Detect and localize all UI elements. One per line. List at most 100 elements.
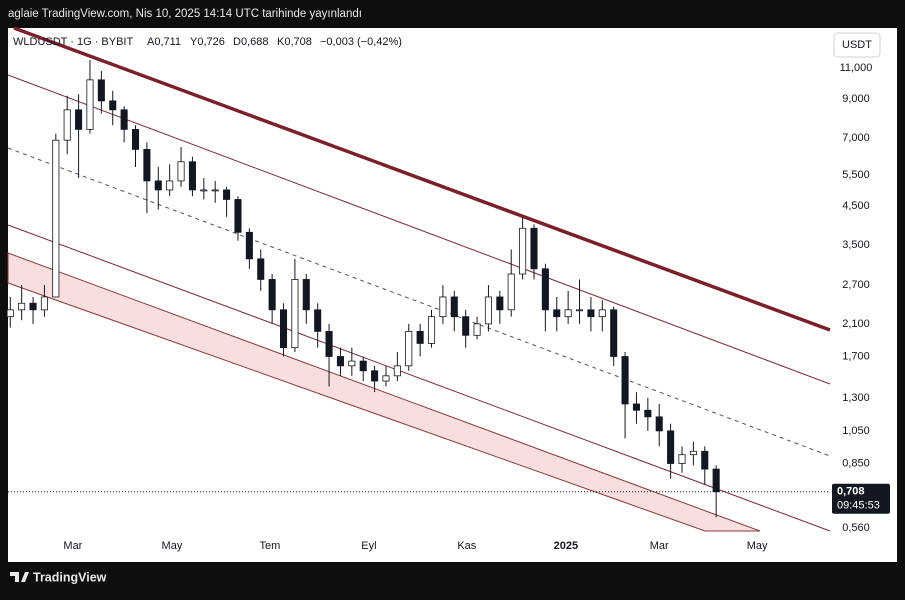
candle-body: [655, 416, 663, 432]
brand-logo: [10, 572, 29, 582]
candle-body: [188, 161, 196, 191]
y-tick-label: 9,000: [842, 93, 870, 105]
y-tick-label: 7,000: [842, 132, 870, 144]
ohlc-change: −0,003 (−0,42%): [320, 36, 402, 48]
candle-body: [63, 109, 71, 141]
footer: [0, 562, 905, 595]
candle-body: [131, 128, 140, 150]
candle-body: [86, 79, 94, 130]
candle-body: [75, 109, 83, 130]
candle-body: [268, 279, 276, 311]
candle-body: [712, 468, 720, 493]
x-tick-label: Mar: [63, 540, 82, 552]
candle-body: [97, 79, 105, 102]
x-tick-label: Tem: [259, 540, 280, 552]
last-price-label: 0,708: [837, 486, 865, 498]
candle-body: [245, 231, 253, 260]
candle-body: [154, 180, 162, 191]
candle-body: [18, 302, 26, 311]
candle-body: [211, 189, 219, 192]
currency[interactable]: USDT: [842, 39, 872, 51]
y-tick-label: 2,700: [842, 279, 870, 291]
candle-body: [416, 331, 424, 344]
candle-body: [348, 360, 356, 367]
candle-body: [587, 309, 595, 318]
candle-body: [530, 227, 538, 270]
countdown: 09:45:53: [837, 500, 880, 512]
y-tick-label: 2,100: [842, 318, 870, 330]
ohlc-close: K0,708: [277, 36, 312, 48]
candle-body: [143, 149, 151, 182]
candle-body: [234, 199, 242, 233]
candle-body: [701, 450, 709, 470]
candle-body: [541, 268, 549, 311]
x-tick-label: Kas: [457, 540, 476, 552]
candle-body: [40, 296, 48, 311]
x-tick-label: May: [747, 540, 768, 552]
x-tick-label: May: [162, 540, 183, 552]
last-price-tag: [832, 483, 890, 514]
candle-body: [200, 189, 208, 192]
candle-body: [519, 227, 527, 275]
candle-body: [257, 258, 265, 280]
candle-body: [120, 109, 128, 130]
channel-band: [7, 252, 761, 532]
candle-body: [427, 316, 436, 344]
candle-body: [553, 309, 561, 318]
x-tick-label: Mar: [650, 540, 669, 552]
candle-body: [575, 309, 584, 312]
candle-body: [405, 331, 413, 367]
candle-body: [564, 309, 572, 318]
ohlc-open: A0,711: [147, 36, 181, 48]
candle-body: [223, 189, 231, 200]
candle-body: [52, 139, 60, 298]
y-tick-label: 1,050: [842, 425, 870, 437]
candle-body: [325, 331, 333, 357]
candle-body: [621, 356, 629, 405]
candle-body: [302, 279, 310, 311]
channel-line: [7, 74, 831, 385]
candle-body: [496, 296, 504, 311]
candle-body: [359, 360, 367, 372]
candle-body: [279, 309, 288, 349]
candle-body: [507, 273, 515, 311]
currency-button[interactable]: [833, 32, 881, 58]
y-tick-label: 1,300: [842, 392, 870, 404]
y-tick-label: 0,850: [842, 457, 870, 469]
candle-body: [462, 316, 470, 336]
candle-body: [678, 454, 686, 464]
candle-body: [610, 309, 618, 357]
candle-body: [177, 161, 185, 182]
plot: [6, 59, 830, 518]
candle-body: [450, 296, 458, 318]
candle-body: [336, 356, 344, 367]
candle-body: [393, 365, 401, 377]
symbol: WLDUSDT · 1G · BYBIT: [13, 36, 133, 48]
candle-body: [314, 309, 322, 332]
candle-body: [484, 296, 492, 325]
x-tick-label: Eyl: [361, 540, 376, 552]
publish-title: aglaie TradingView.com, Nis 10, 2025 14:…: [8, 8, 362, 20]
y-tick-label: 11,000: [840, 62, 873, 74]
candle-body: [598, 309, 606, 318]
candle-body: [6, 309, 14, 318]
brand: TradingView: [33, 570, 107, 584]
channel-midline: [7, 147, 831, 457]
candle-body: [291, 279, 299, 349]
candle-body: [371, 370, 379, 382]
candle-body: [439, 296, 447, 318]
candle-body: [382, 375, 390, 382]
channel-line: [7, 224, 831, 532]
candle-body: [29, 302, 37, 311]
chart-pane: [8, 28, 897, 562]
y-tick-label: 3,500: [842, 239, 870, 251]
y-tick-label: 5,500: [842, 169, 870, 181]
candle-body: [473, 323, 481, 336]
y-tick-label: 1,700: [842, 350, 870, 362]
candle-body: [667, 430, 675, 464]
candle-body: [166, 180, 174, 191]
candle-body: [109, 100, 117, 111]
y-tick-label: 0,560: [842, 522, 870, 534]
candle-body: [644, 409, 652, 418]
